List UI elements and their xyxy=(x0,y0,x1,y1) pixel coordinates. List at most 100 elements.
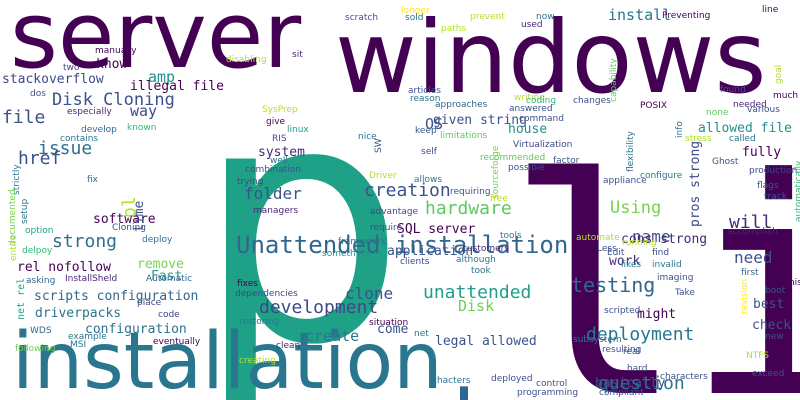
cloud-word: allows xyxy=(414,175,443,185)
cloud-word: delpoy xyxy=(22,246,53,256)
cloud-word: folder xyxy=(244,184,302,203)
cloud-word: pros strong xyxy=(688,140,703,227)
cloud-word: recommended xyxy=(480,153,546,163)
cloud-word: file xyxy=(2,107,46,128)
cloud-word: production xyxy=(749,166,798,176)
cloud-word: fix xyxy=(87,175,98,185)
cloud-word: creating xyxy=(239,356,276,366)
cloud-word: need xyxy=(734,248,773,267)
cloud-word: best xyxy=(753,297,785,312)
cloud-word: tools xyxy=(500,231,522,241)
cloud-word: legal allowed xyxy=(435,334,537,349)
cloud-word: Cloning xyxy=(112,223,146,233)
cloud-word: flags xyxy=(757,181,779,191)
cloud-word: create xyxy=(305,327,360,345)
cloud-word: require xyxy=(370,223,402,233)
cloud-word: info xyxy=(675,121,685,138)
cloud-word: writing xyxy=(514,93,546,103)
cloud-word: hard xyxy=(627,364,648,374)
cloud-word: scripted xyxy=(604,306,641,316)
cloud-word: Unattended installation xyxy=(236,231,569,259)
cloud-word: goal xyxy=(774,64,784,84)
cloud-word: find xyxy=(652,248,670,258)
cloud-word: NTFS xyxy=(746,351,769,361)
cloud-word: various xyxy=(747,105,780,115)
cloud-word: example xyxy=(68,332,107,342)
cloud-word: customers xyxy=(462,244,510,254)
cloud-word: clone xyxy=(345,284,394,303)
cloud-word: flexibility xyxy=(626,131,636,172)
cloud-word: option xyxy=(25,226,54,236)
cloud-word: likes xyxy=(621,260,642,270)
cloud-word: POSIX xyxy=(640,101,668,111)
cloud-word: MSI xyxy=(70,340,87,350)
cloud-word: limitations xyxy=(440,131,488,141)
cloud-word: check xyxy=(752,318,792,333)
cloud-word: boot xyxy=(765,286,786,296)
cloud-word: name xyxy=(632,227,671,246)
cloud-word: called xyxy=(729,134,756,144)
cloud-word: disabling xyxy=(226,55,267,65)
cloud-word: stress xyxy=(685,134,712,144)
cloud-word: SQL server xyxy=(397,222,476,237)
cloud-word: entire xyxy=(9,234,19,261)
cloud-word: basically xyxy=(595,376,666,391)
cloud-word: automate xyxy=(576,233,620,243)
cloud-word: command xyxy=(519,114,564,124)
cloud-word: Using xyxy=(610,198,662,218)
cloud-word: software xyxy=(93,212,156,227)
cloud-word: much xyxy=(773,91,799,101)
cloud-word: develop xyxy=(81,125,117,135)
cloud-word: setup xyxy=(20,198,30,224)
cloud-word: might xyxy=(637,307,677,322)
cloud-word: configure xyxy=(640,171,683,181)
cloud-word: coding xyxy=(526,96,557,106)
cloud-word: fully xyxy=(742,145,782,160)
cloud-word: prevent xyxy=(470,12,505,22)
cloud-word: following xyxy=(15,344,56,354)
cloud-word: allowed file xyxy=(698,121,792,136)
cloud-word: possible xyxy=(508,163,545,173)
cloud-word: answered xyxy=(509,104,553,114)
cloud-word: fixes xyxy=(237,279,258,289)
cloud-word: strong xyxy=(52,231,118,252)
cloud-word: Take xyxy=(675,288,695,298)
cloud-word: advantage xyxy=(370,207,419,217)
cloud-word: illegal file xyxy=(130,79,224,94)
cloud-word: free xyxy=(490,194,508,204)
cloud-word: something xyxy=(322,249,370,259)
cloud-word: scripts configuration xyxy=(34,289,199,304)
cloud-word: especially xyxy=(67,107,112,117)
cloud-word: work xyxy=(609,254,641,269)
cloud-word: paths xyxy=(441,24,467,34)
cloud-word: href xyxy=(18,148,62,169)
cloud-word: Automatic xyxy=(146,274,193,284)
cloud-word: Edit xyxy=(607,248,625,258)
cloud-word: managers xyxy=(253,206,299,216)
cloud-word: li xyxy=(505,115,800,400)
cloud-word: remove xyxy=(137,257,184,272)
cloud-word: cons strong xyxy=(621,232,708,247)
cloud-word: first xyxy=(741,268,759,278)
cloud-word: WDS xyxy=(30,326,52,336)
cloud-word: sold xyxy=(405,13,424,23)
cloud-word: keep xyxy=(415,126,437,136)
cloud-word: net xyxy=(414,329,429,339)
cloud-word: application xyxy=(387,244,474,259)
cloud-word: system xyxy=(258,145,305,160)
cloud-word: sit xyxy=(292,50,303,60)
cloud-word: come xyxy=(377,322,409,337)
cloud-word: SysPrep xyxy=(262,105,298,115)
cloud-word: changes xyxy=(573,96,611,106)
cloud-word: house xyxy=(508,122,548,137)
cloud-word: rel nofollow xyxy=(17,260,111,275)
cloud-word: known xyxy=(127,123,157,133)
cloud-word: hardware xyxy=(425,198,512,219)
cloud-word: factor xyxy=(553,156,580,166)
cloud-word: revision xyxy=(740,278,750,314)
cloud-word: dependencies xyxy=(235,289,298,299)
cloud-word: approaches xyxy=(435,100,488,110)
cloud-word: new xyxy=(765,332,784,342)
cloud-word: invalid xyxy=(652,260,682,270)
cloud-word: InstallSheld xyxy=(65,274,118,284)
